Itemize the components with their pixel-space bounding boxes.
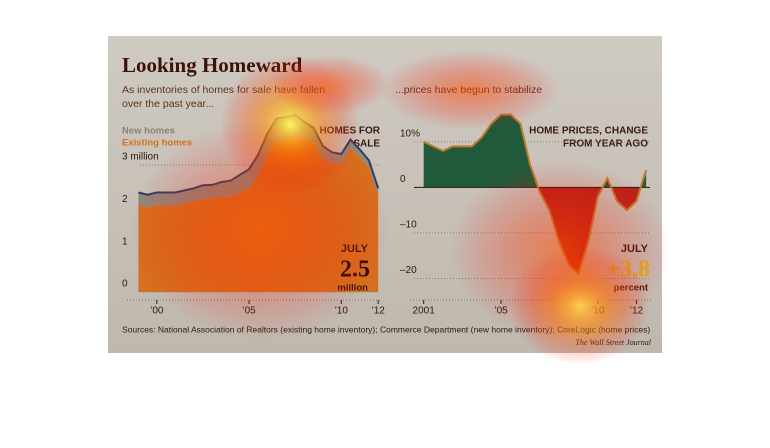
x-tick-label: 2001 bbox=[413, 306, 436, 317]
chart-label: HOME PRICES, CHANGE bbox=[529, 126, 648, 137]
subtitle: As inventories of homes for sale have fa… bbox=[122, 84, 325, 96]
x-tick-label: ’05 bbox=[494, 306, 508, 317]
y-tick-label: 1 bbox=[122, 236, 128, 247]
legend-label: Existing homes bbox=[122, 138, 192, 149]
area bbox=[423, 114, 647, 274]
x-tick-label: ’00 bbox=[150, 306, 164, 317]
subtitle: ...prices have begun to stabilize bbox=[395, 84, 542, 96]
subtitle: over the past year... bbox=[122, 98, 214, 110]
chart-label: HOMES FOR bbox=[319, 126, 380, 137]
source-note: Sources: National Association of Realtor… bbox=[122, 324, 650, 334]
credit: The Wall Street Journal bbox=[575, 338, 651, 347]
page-title: Looking Homeward bbox=[122, 53, 303, 77]
y-tick-label: 0 bbox=[400, 174, 406, 185]
x-tick-label: ’05 bbox=[242, 306, 256, 317]
x-tick-label: ’10 bbox=[591, 306, 605, 317]
annotation-value: 2.5 bbox=[340, 257, 370, 283]
legend-label: New homes bbox=[122, 126, 175, 137]
y-tick-label: 0 bbox=[122, 279, 128, 290]
annotation-unit: million bbox=[337, 283, 368, 294]
annotation-month: JULY bbox=[341, 243, 369, 255]
x-tick-label: ’12 bbox=[630, 306, 644, 317]
chart-label: FROM YEAR AGO bbox=[563, 139, 648, 150]
y-tick-label: 10% bbox=[400, 128, 420, 139]
annotation-month: JULY bbox=[621, 243, 649, 255]
y-tick-label: –20 bbox=[400, 265, 417, 276]
x-tick-label: ’10 bbox=[335, 306, 349, 317]
y-tick-label: 2 bbox=[122, 194, 128, 205]
y-tick-label: 3 million bbox=[122, 152, 159, 163]
x-tick-label: ’12 bbox=[371, 306, 385, 317]
annotation-value: +3.8 bbox=[606, 257, 650, 283]
y-tick-label: –10 bbox=[400, 219, 417, 230]
annotation-unit: percent bbox=[614, 283, 649, 294]
